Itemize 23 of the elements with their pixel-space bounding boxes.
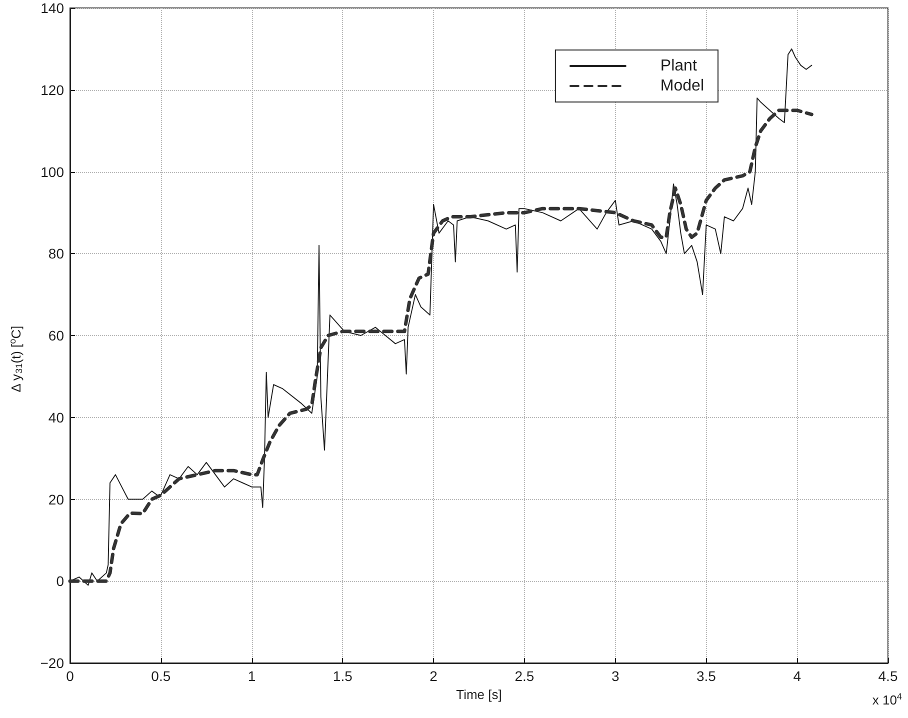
x-tick-label: 4.5 [878, 668, 898, 684]
y-tick-label: 20 [48, 491, 64, 508]
y-tick-label: 80 [48, 246, 64, 262]
legend-label: Model [660, 78, 704, 94]
y-tick-label: 120 [40, 82, 64, 98]
y-tick-label: 140 [40, 0, 64, 16]
y-axis-title: Δ y31(t) [oC] [8, 326, 24, 392]
y-tick-label: −20 [40, 655, 64, 671]
x-tick-label: 2 [430, 668, 438, 684]
y-tick-label: 0 [56, 573, 64, 590]
x-tick-label: 2.5 [514, 668, 534, 684]
y-tick-label: 100 [40, 164, 64, 180]
y-tick-label: 60 [48, 328, 64, 344]
x-axis-title: Time [s] [456, 686, 502, 702]
legend-label: Plant [660, 58, 698, 74]
y-tick-label: 40 [48, 409, 64, 426]
x-tick-label: 1.5 [332, 668, 353, 684]
x-tick-label: 0.5 [151, 668, 171, 684]
x-tick-label: 1 [248, 668, 256, 684]
x-tick-label: 4 [793, 668, 802, 684]
x-tick-label: 3.5 [696, 668, 716, 684]
x-tick-label: 3 [611, 668, 620, 684]
x-tick-label: 0 [66, 668, 74, 684]
